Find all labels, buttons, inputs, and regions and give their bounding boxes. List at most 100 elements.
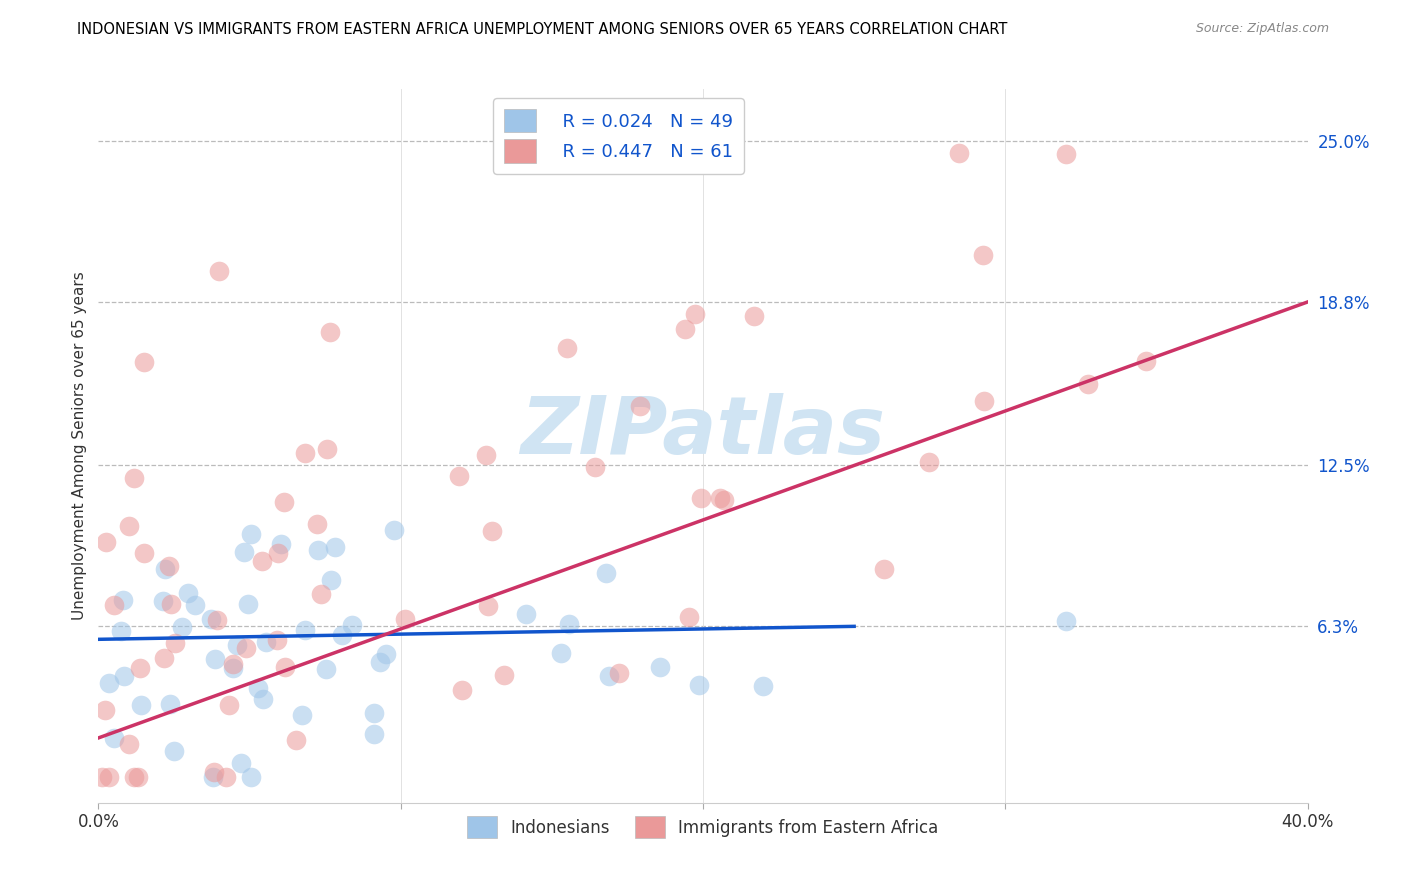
Point: [688, 678, 710, 692]
Point: [1135, 354, 1157, 368]
Point: [111, 593, 134, 607]
Point: [291, 707, 314, 722]
Point: [713, 492, 735, 507]
Point: [184, 598, 207, 612]
Point: [330, 628, 353, 642]
Point: [155, 562, 177, 576]
Point: [368, 655, 391, 669]
Point: [481, 524, 503, 539]
Point: [555, 341, 578, 355]
Point: [152, 593, 174, 607]
Point: [1054, 614, 1077, 628]
Legend: Indonesians, Immigrants from Eastern Africa: Indonesians, Immigrants from Eastern Afr…: [461, 810, 945, 845]
Point: [233, 545, 256, 559]
Point: [91, 770, 114, 784]
Point: [363, 706, 385, 721]
Point: [127, 770, 149, 784]
Point: [215, 770, 238, 784]
Point: [374, 647, 396, 661]
Point: [208, 264, 231, 278]
Point: [122, 770, 145, 784]
Point: [477, 599, 499, 613]
Point: [690, 491, 713, 506]
Point: [678, 610, 700, 624]
Point: [1054, 147, 1077, 161]
Point: [201, 770, 224, 784]
Point: [650, 659, 672, 673]
Point: [492, 668, 515, 682]
Point: [557, 616, 579, 631]
Point: [132, 354, 155, 368]
Point: [159, 597, 181, 611]
Point: [449, 469, 471, 483]
Point: [595, 566, 617, 580]
Point: [118, 519, 141, 533]
Point: [450, 683, 472, 698]
Point: [742, 309, 765, 323]
Point: [972, 248, 994, 262]
Point: [309, 587, 332, 601]
Point: [474, 448, 496, 462]
Point: [110, 624, 132, 639]
Point: [266, 632, 288, 647]
Point: [202, 764, 225, 779]
Point: [628, 399, 651, 413]
Point: [316, 442, 339, 456]
Point: [238, 597, 260, 611]
Text: Source: ZipAtlas.com: Source: ZipAtlas.com: [1195, 22, 1329, 36]
Point: [273, 495, 295, 509]
Point: [294, 623, 316, 637]
Point: [250, 554, 273, 568]
Point: [382, 524, 405, 538]
Point: [159, 697, 181, 711]
Point: [319, 325, 342, 339]
Point: [873, 562, 896, 576]
Point: [307, 542, 329, 557]
Point: [550, 646, 572, 660]
Point: [222, 657, 245, 671]
Point: [240, 527, 263, 541]
Point: [170, 620, 193, 634]
Point: [240, 770, 263, 784]
Point: [267, 546, 290, 560]
Point: [231, 756, 253, 771]
Point: [122, 471, 145, 485]
Point: [235, 640, 257, 655]
Point: [973, 393, 995, 408]
Point: [103, 731, 125, 745]
Point: [294, 446, 316, 460]
Point: [153, 650, 176, 665]
Point: [918, 455, 941, 469]
Point: [128, 660, 150, 674]
Point: [98, 770, 121, 784]
Point: [129, 698, 152, 713]
Point: [200, 612, 222, 626]
Text: ZIPatlas: ZIPatlas: [520, 392, 886, 471]
Point: [204, 652, 226, 666]
Point: [673, 322, 696, 336]
Point: [103, 598, 125, 612]
Point: [948, 145, 970, 160]
Point: [515, 607, 537, 622]
Point: [225, 638, 247, 652]
Point: [94, 703, 117, 717]
Point: [207, 613, 229, 627]
Point: [285, 733, 308, 747]
Point: [97, 676, 120, 690]
Point: [96, 534, 118, 549]
Point: [752, 679, 775, 693]
Point: [218, 698, 240, 713]
Point: [132, 545, 155, 559]
Point: [254, 635, 277, 649]
Point: [1077, 377, 1099, 392]
Point: [252, 692, 274, 706]
Y-axis label: Unemployment Among Seniors over 65 years: Unemployment Among Seniors over 65 years: [72, 272, 87, 620]
Point: [176, 586, 198, 600]
Point: [274, 659, 297, 673]
Point: [247, 681, 270, 696]
Point: [394, 612, 416, 626]
Point: [112, 669, 135, 683]
Point: [165, 636, 187, 650]
Point: [342, 617, 364, 632]
Point: [305, 516, 328, 531]
